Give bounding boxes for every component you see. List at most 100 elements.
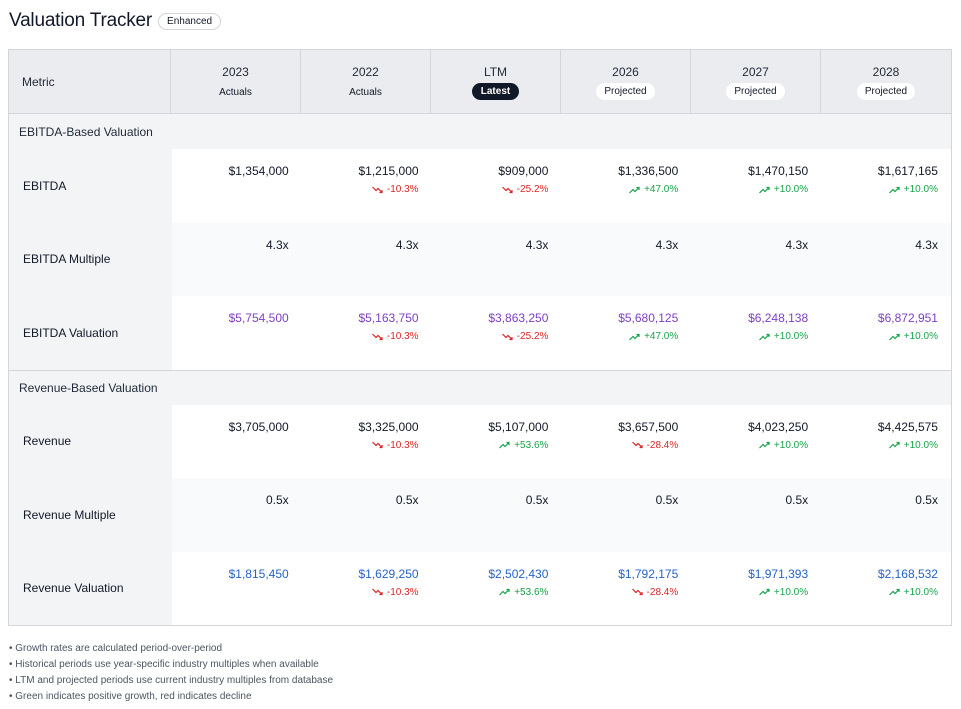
table-cell: $6,248,138 +10.0% [691,296,822,370]
cell-value: $3,325,000 [358,419,419,434]
trend-down-icon [371,588,383,596]
latest-badge: Latest [471,83,520,100]
trend-up-icon [499,441,510,449]
cell-value: $1,792,175 [618,566,679,581]
section-header: Revenue-Based Valuation [9,369,951,405]
table-cell: 4.3x [691,222,822,296]
growth-indicator: +10.0% [691,440,808,451]
table-cell: 0.5x [171,478,302,552]
row-label: EBITDA Multiple [9,222,172,296]
footnotes: • Growth rates are calculated period-ove… [9,641,333,705]
cell-value: 4.3x [395,237,419,252]
table-cell: $5,107,000 +53.6% [431,404,562,478]
page-title: Valuation Tracker [9,10,153,31]
cell-value: 0.5x [655,493,679,507]
growth-rate: -10.3% [386,184,419,195]
footnote: • LTM and projected periods use current … [9,675,334,686]
cell-value: $3,657,500 [618,419,679,434]
metric-column-header: Metric [9,50,171,113]
table-cell: $1,629,250 -10.3% [301,551,432,625]
cell-value: $4,425,575 [877,419,938,434]
cell-value: $1,470,150 [748,164,809,178]
cell-value: $3,705,000 [228,419,289,434]
trend-down-icon [371,333,383,340]
table-cell: $4,425,575 +10.0% [821,404,951,478]
cell-value: $1,629,250 [358,566,419,581]
growth-rate: +10.0% [773,331,809,342]
column-period: 2023 [222,65,249,79]
cell-value: $1,336,500 [618,164,679,178]
growth-rate: +10.0% [903,439,938,451]
cell-value: $1,617,165 [877,164,938,178]
table-body: EBITDA-Based Valuation EBITDA $1,354,000 $1… [9,114,951,625]
column-header-ltm: LTM Latest [431,50,561,113]
table-cell: $1,792,175 -28.4% [561,551,692,625]
growth-rate: +10.0% [773,184,809,195]
table-cell: $1,971,393 +10.0% [691,551,822,625]
table-cell: $3,863,250 -25.2% [431,296,562,370]
table-header: Metric 2023 Actuals 2022 Actuals LTM Latest 20… [9,50,951,114]
valuation-table: Metric 2023 Actuals 2022 Actuals LTM Latest 20… [8,49,952,626]
growth-indicator: +47.0% [561,184,678,195]
row-label: Revenue Valuation [9,551,172,625]
table-cell: 0.5x [561,478,692,552]
growth-rate: +10.0% [903,331,938,342]
column-header-2028: 2028 Projected [821,50,951,113]
growth-indicator: -10.3% [302,440,419,451]
cell-value: 4.3x [785,237,809,252]
growth-rate: +10.0% [773,586,809,598]
table-cell: $4,023,250 +10.0% [691,404,822,478]
table-cell: $3,325,000 -10.3% [301,404,432,478]
cell-value: $5,680,125 [618,311,679,325]
cell-value: $2,502,430 [488,566,549,581]
growth-rate: -28.4% [646,586,679,598]
cell-value: $5,754,500 [228,311,289,325]
cell-value: 0.5x [525,493,549,507]
growth-indicator: -10.3% [302,587,419,598]
growth-indicator: -10.3% [302,331,419,342]
trend-up-icon [888,333,900,340]
growth-indicator: -28.4% [561,440,678,451]
table-cell: $3,657,500 -28.4% [561,404,692,478]
table-row: EBITDA $1,354,000 $1,215,000 -10.3% $909,000… [9,149,951,223]
column-header-2027: 2027 Projected [691,50,821,113]
trend-up-icon [888,186,900,193]
footnote: • Historical periods use year-specific i… [9,659,319,670]
column-period: 2028 [872,65,900,79]
growth-rate: +53.6% [514,439,549,451]
table-cell: $1,336,500 +47.0% [561,149,692,223]
trend-up-icon [758,441,770,449]
table-cell: 4.3x [821,222,951,296]
growth-indicator: +10.0% [691,184,808,195]
period-type-label: Actuals [349,87,382,98]
cell-value: $3,863,250 [488,311,549,325]
trend-up-icon [629,333,640,340]
growth-indicator: +10.0% [821,184,938,195]
trend-down-icon [631,441,643,449]
trend-down-icon [501,333,513,340]
growth-indicator: -28.4% [561,587,678,598]
enhanced-badge: Enhanced [158,12,222,30]
trend-down-icon [631,588,643,596]
footnote: • Growth rates are calculated period-ove… [9,643,223,654]
column-period: 2027 [742,65,769,79]
growth-rate: -10.3% [386,439,419,451]
column-period: LTM [483,65,508,79]
growth-rate: -25.2% [516,331,549,342]
cell-value: $5,163,750 [358,311,419,325]
cell-value: 0.5x [395,493,419,507]
growth-rate: +47.0% [644,184,679,195]
cell-value: $1,971,393 [748,566,809,581]
table-cell: $5,754,500 [171,296,302,370]
cell-value: $4,023,250 [748,419,809,434]
table-row: EBITDA Multiple 4.3x 4.3x 4.3x 4.3x 4.3x 4.3x [9,222,951,296]
table-cell: 4.3x [171,222,302,296]
table-cell: $1,617,165 +10.0% [821,149,951,223]
table-row: EBITDA Valuation $5,754,500 $5,163,750 -10.… [9,296,951,370]
table-cell: 0.5x [301,478,432,552]
table-cell: $2,168,532 +10.0% [821,551,951,625]
trend-down-icon [501,186,513,193]
cell-value: 4.3x [525,237,549,252]
cell-value: 4.3x [655,237,679,252]
trend-up-icon [499,588,510,596]
